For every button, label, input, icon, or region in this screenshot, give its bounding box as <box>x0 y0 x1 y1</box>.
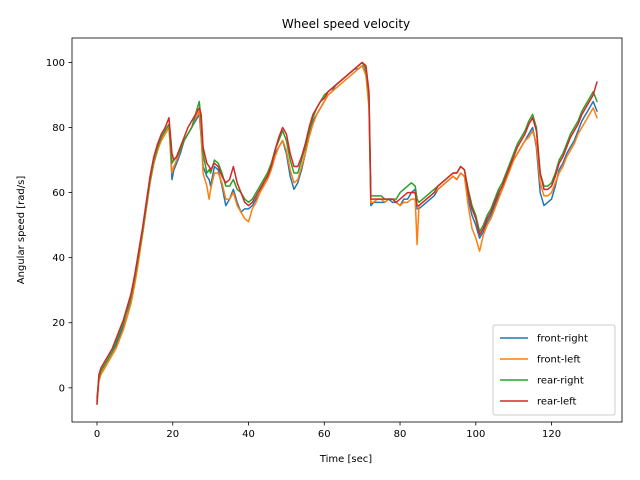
series-line-front-left <box>96 64 598 405</box>
legend: front-right front-left rear-right rear-left <box>492 324 616 416</box>
y-axis: 0 20 40 60 80 100 <box>46 58 72 394</box>
x-tick-label: 100 <box>466 429 485 440</box>
y-tick-label: 0 <box>59 383 65 394</box>
legend-label-rear-left: rear-left <box>537 397 577 408</box>
x-tick-label: 80 <box>394 429 407 440</box>
y-axis-title: Angular speed [rad/s] <box>16 176 27 285</box>
y-tick-label: 100 <box>46 58 65 69</box>
y-tick-label: 80 <box>52 123 65 134</box>
x-tick-label: 20 <box>166 429 179 440</box>
y-tick-label: 40 <box>52 253 65 264</box>
x-axis: 0 20 40 60 80 100 120 <box>94 422 561 440</box>
y-tick-label: 60 <box>52 188 65 199</box>
y-tick-label: 20 <box>52 318 65 329</box>
legend-frame <box>492 324 616 416</box>
x-tick-label: 120 <box>542 429 561 440</box>
chart-title: Wheel speed velocity <box>282 17 410 31</box>
x-tick-label: 40 <box>242 429 255 440</box>
series-layer <box>96 61 598 405</box>
legend-label-rear-right: rear-right <box>537 376 584 387</box>
legend-label-front-right: front-right <box>537 334 588 345</box>
x-tick-label: 0 <box>94 429 100 440</box>
x-axis-title: Time [sec] <box>319 454 372 465</box>
x-tick-label: 60 <box>318 429 331 440</box>
legend-label-front-left: front-left <box>537 355 581 366</box>
series-line-rear-left <box>96 61 598 405</box>
plot-frame <box>71 37 623 423</box>
